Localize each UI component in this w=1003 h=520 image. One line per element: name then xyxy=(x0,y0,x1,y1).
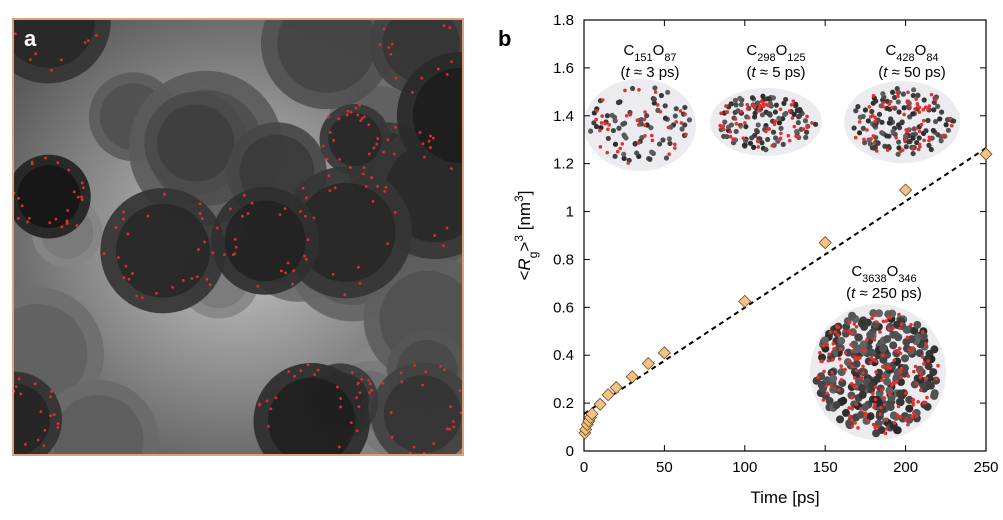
chart-axes xyxy=(583,19,987,452)
y-tick-label: 1.2 xyxy=(553,156,574,173)
y-tick-label: 0.2 xyxy=(553,395,574,412)
cluster-picture xyxy=(844,81,960,163)
x-tick-label: 250 xyxy=(973,459,998,476)
data-point xyxy=(641,357,655,371)
particle-cluster xyxy=(396,52,462,179)
x-tick-label: 100 xyxy=(732,459,757,476)
y-tick-label: 0.4 xyxy=(553,347,574,364)
data-point xyxy=(593,397,607,411)
y-tick-label: 1.6 xyxy=(553,60,574,77)
cluster-formula: C428O84 xyxy=(885,42,938,64)
y-tick-label: 1.4 xyxy=(553,108,574,125)
particle-cluster xyxy=(14,154,91,239)
data-point xyxy=(738,294,752,308)
particle-cluster xyxy=(319,103,391,176)
y-axis-title: <Rg>3 [nm3] xyxy=(512,190,540,280)
cluster-formula: C151O87 xyxy=(623,42,676,64)
plot-frame xyxy=(583,19,987,452)
particle-cluster xyxy=(14,371,63,454)
panel-b-label: b xyxy=(498,26,512,51)
data-point xyxy=(625,370,639,384)
cluster-time: (t ≈ 3 ps) xyxy=(620,64,679,81)
chart-ticks: 0 50 100 150 200 250 0 0.2 0.4 0.6 0.8 1 1.2 1.4 1.6 1.… xyxy=(553,12,998,476)
particle-cluster xyxy=(211,186,320,295)
x-axis-title: Time [ps] xyxy=(750,488,819,507)
particle-cluster xyxy=(253,363,370,454)
simulation-snapshot xyxy=(12,18,464,456)
rg-cubed-chart: 0 50 100 150 200 250 0 0.2 0.4 0.6 0.8 1 1.2 1.4 1.6 1.… xyxy=(512,12,999,507)
cluster-formula: C3638O346 xyxy=(851,263,916,285)
cluster-time: (t ≈ 5 ps) xyxy=(746,64,805,81)
x-tick-label: 200 xyxy=(893,459,918,476)
y-tick-label: 0 xyxy=(566,443,574,460)
formula-annotations: C151O87(t ≈ 3 ps) C298O125(t ≈ 5 ps) C428O… xyxy=(620,42,945,302)
particle-cluster xyxy=(37,380,159,454)
cluster-picture xyxy=(584,79,696,171)
cluster-formula: C298O125 xyxy=(746,42,805,64)
y-tick-label: 1.8 xyxy=(553,12,574,29)
particle-cluster xyxy=(144,91,248,195)
x-tick-label: 150 xyxy=(813,459,838,476)
data-points xyxy=(578,147,993,440)
data-point xyxy=(585,407,599,421)
y-tick-label: 0.6 xyxy=(553,299,574,316)
snapshot-image xyxy=(14,20,462,454)
data-point xyxy=(818,236,832,250)
cluster-picture xyxy=(710,88,822,156)
particle-cluster xyxy=(260,20,393,110)
cluster-time: (t ≈ 50 ps) xyxy=(878,64,945,81)
y-tick-label: 1 xyxy=(566,204,574,221)
particle-cluster xyxy=(370,362,462,454)
cluster-time: (t ≈ 250 ps) xyxy=(846,285,922,302)
data-point xyxy=(899,183,913,197)
data-point xyxy=(601,388,615,402)
cluster-picture xyxy=(810,304,946,440)
cluster-illustrations xyxy=(584,79,960,440)
data-point xyxy=(979,147,993,161)
x-tick-label: 50 xyxy=(656,459,673,476)
data-point xyxy=(609,380,623,395)
data-point xyxy=(657,346,671,360)
x-tick-label: 0 xyxy=(580,459,588,476)
particle-cluster xyxy=(14,20,111,84)
particle-cluster xyxy=(100,188,226,314)
y-tick-label: 0.8 xyxy=(553,251,574,268)
panel-a-label: a xyxy=(24,26,37,51)
